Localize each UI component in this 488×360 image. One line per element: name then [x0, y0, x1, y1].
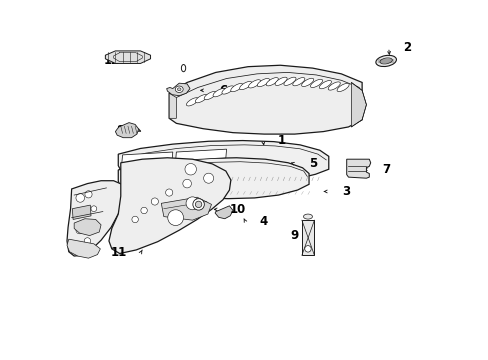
Ellipse shape — [213, 89, 224, 97]
Polygon shape — [166, 83, 190, 96]
Text: 7: 7 — [382, 163, 389, 176]
Polygon shape — [122, 152, 172, 163]
Ellipse shape — [310, 79, 322, 87]
Text: 9: 9 — [289, 229, 298, 242]
Text: 3: 3 — [341, 185, 349, 198]
Ellipse shape — [327, 82, 340, 90]
Ellipse shape — [151, 198, 158, 205]
Text: 6: 6 — [219, 84, 227, 97]
Ellipse shape — [192, 199, 204, 210]
Ellipse shape — [203, 173, 213, 183]
Text: 4: 4 — [259, 215, 267, 228]
Ellipse shape — [379, 58, 391, 64]
Ellipse shape — [195, 95, 207, 103]
Ellipse shape — [336, 84, 348, 91]
Text: 11: 11 — [110, 246, 126, 259]
Polygon shape — [169, 65, 362, 134]
Polygon shape — [105, 51, 150, 63]
Polygon shape — [161, 197, 211, 220]
Polygon shape — [118, 140, 328, 184]
Ellipse shape — [177, 88, 181, 91]
Ellipse shape — [230, 84, 243, 92]
Polygon shape — [175, 149, 226, 161]
Polygon shape — [74, 219, 101, 235]
Text: 8: 8 — [116, 124, 124, 137]
Ellipse shape — [167, 210, 183, 226]
Ellipse shape — [375, 55, 396, 67]
Ellipse shape — [91, 206, 97, 212]
Ellipse shape — [181, 64, 185, 72]
Ellipse shape — [292, 77, 304, 86]
Ellipse shape — [301, 78, 313, 86]
Polygon shape — [215, 206, 233, 219]
Polygon shape — [169, 93, 176, 118]
Text: 1: 1 — [277, 134, 285, 147]
Ellipse shape — [265, 78, 278, 86]
Ellipse shape — [183, 179, 191, 188]
Ellipse shape — [132, 216, 138, 223]
Ellipse shape — [304, 246, 310, 252]
Polygon shape — [351, 82, 366, 127]
Polygon shape — [301, 220, 314, 255]
Text: 5: 5 — [308, 157, 317, 170]
Text: 2: 2 — [402, 41, 410, 54]
Ellipse shape — [284, 77, 295, 85]
Ellipse shape — [74, 244, 81, 251]
Ellipse shape — [175, 86, 183, 93]
Ellipse shape — [165, 189, 172, 196]
Ellipse shape — [85, 191, 92, 198]
Text: 12: 12 — [103, 54, 120, 67]
Ellipse shape — [84, 238, 90, 244]
Polygon shape — [109, 158, 230, 253]
Polygon shape — [67, 239, 100, 258]
Polygon shape — [118, 158, 308, 199]
Polygon shape — [72, 205, 91, 220]
Ellipse shape — [186, 98, 198, 106]
Polygon shape — [115, 123, 139, 138]
Ellipse shape — [319, 81, 331, 89]
Ellipse shape — [195, 201, 202, 208]
Ellipse shape — [257, 78, 269, 87]
Ellipse shape — [185, 197, 199, 210]
Ellipse shape — [184, 163, 196, 175]
Ellipse shape — [274, 77, 286, 85]
Ellipse shape — [239, 81, 251, 90]
Ellipse shape — [204, 91, 216, 100]
Ellipse shape — [222, 86, 234, 94]
Ellipse shape — [303, 214, 312, 219]
Ellipse shape — [141, 207, 147, 214]
Ellipse shape — [76, 226, 83, 234]
Text: 10: 10 — [230, 203, 246, 216]
Polygon shape — [346, 159, 370, 178]
Ellipse shape — [76, 194, 84, 202]
Ellipse shape — [248, 80, 260, 88]
Polygon shape — [67, 181, 124, 256]
